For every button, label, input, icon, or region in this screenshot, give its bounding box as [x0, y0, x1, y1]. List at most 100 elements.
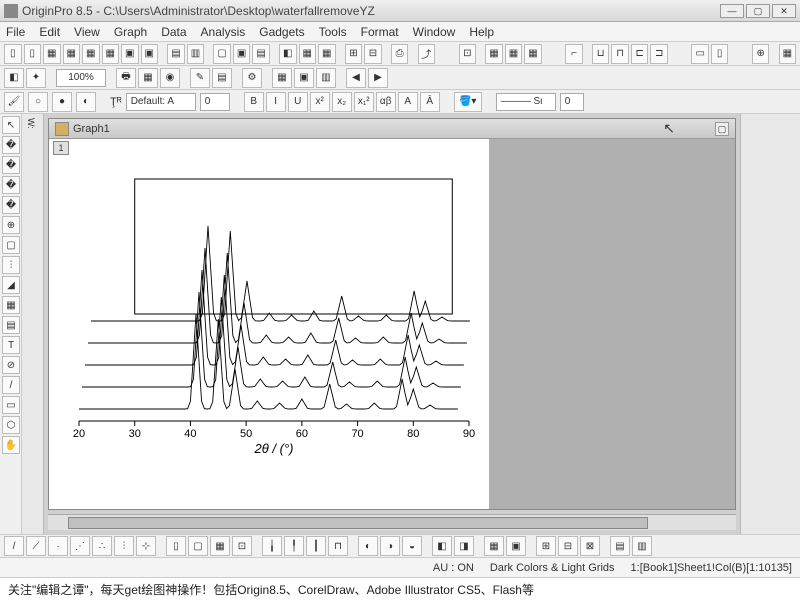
left-tool[interactable]: �: [2, 196, 20, 214]
left-tool[interactable]: ▢: [2, 236, 20, 254]
bottom-tool[interactable]: ╽: [262, 536, 282, 556]
tool-button[interactable]: ◀: [346, 68, 366, 88]
bottom-tool[interactable]: ▢: [188, 536, 208, 556]
tool-button[interactable]: ▣: [294, 68, 314, 88]
tool-button[interactable]: ▦: [63, 44, 81, 64]
line-style-combo[interactable]: ——— Sι: [496, 93, 556, 111]
tool-button[interactable]: ▯: [711, 44, 729, 64]
tool-button[interactable]: ▯: [4, 44, 22, 64]
tool-button[interactable]: ▥: [316, 68, 336, 88]
tool-button[interactable]: ▦: [505, 44, 523, 64]
tool-button[interactable]: ⊔: [592, 44, 610, 64]
bottom-tool[interactable]: ◐: [358, 536, 378, 556]
fill-button[interactable]: 🪣▾: [454, 92, 482, 112]
left-tool[interactable]: ↖: [2, 116, 20, 134]
menu-format[interactable]: Format: [361, 25, 399, 39]
bottom-tool[interactable]: ⋰: [70, 536, 90, 556]
bottom-tool[interactable]: ▯: [166, 536, 186, 556]
tool-button[interactable]: ◧: [279, 44, 297, 64]
left-tool[interactable]: ⫶: [2, 256, 20, 274]
tool-button[interactable]: ✦: [26, 68, 46, 88]
menu-data[interactable]: Data: [161, 25, 186, 39]
tool-button[interactable]: ✎: [190, 68, 210, 88]
tool-button[interactable]: ⚙: [242, 68, 262, 88]
tool-button[interactable]: ▦: [102, 44, 120, 64]
style-x₁²[interactable]: x₁²: [354, 92, 374, 112]
tool-button[interactable]: ▦: [138, 68, 158, 88]
bottom-tool[interactable]: ∴: [92, 536, 112, 556]
font-family-combo[interactable]: Default: A: [126, 93, 196, 111]
bottom-tool[interactable]: ⊹: [136, 536, 156, 556]
tool-button[interactable]: ▣: [121, 44, 139, 64]
tool-button[interactable]: ⌐: [565, 44, 583, 64]
left-tool[interactable]: �: [2, 136, 20, 154]
color-button[interactable]: 🖌: [4, 92, 24, 112]
bottom-tool[interactable]: ⫶: [114, 536, 134, 556]
left-tool[interactable]: ◢: [2, 276, 20, 294]
left-tool[interactable]: ▭: [2, 396, 20, 414]
horizontal-scrollbar[interactable]: [48, 514, 736, 530]
bottom-tool[interactable]: ◑: [380, 536, 400, 556]
tool-button[interactable]: ▦: [485, 44, 503, 64]
tool-button[interactable]: ⊐: [650, 44, 668, 64]
tool-button[interactable]: ▭: [691, 44, 709, 64]
minimize-button[interactable]: —: [720, 4, 744, 18]
tool-button[interactable]: ▦: [299, 44, 317, 64]
tool-button[interactable]: ▦: [779, 44, 797, 64]
bottom-tool[interactable]: ▦: [484, 536, 504, 556]
tool-button[interactable]: ▯: [24, 44, 42, 64]
tool-button[interactable]: ▦: [318, 44, 336, 64]
left-tool[interactable]: ✋: [2, 436, 20, 454]
left-tool[interactable]: T: [2, 336, 20, 354]
line-width-combo[interactable]: 0: [560, 93, 584, 111]
print-button[interactable]: 🖶: [116, 68, 136, 88]
tool-button[interactable]: ▤: [252, 44, 270, 64]
tool-button[interactable]: ▦: [272, 68, 292, 88]
bottom-tool[interactable]: ⊡: [232, 536, 252, 556]
menu-window[interactable]: Window: [413, 25, 456, 39]
tool-button[interactable]: ▶: [368, 68, 388, 88]
left-tool[interactable]: /: [2, 376, 20, 394]
tool-button[interactable]: ▣: [233, 44, 251, 64]
tool-button[interactable]: ⊟: [364, 44, 382, 64]
bottom-tool[interactable]: ▦: [210, 536, 230, 556]
left-tool[interactable]: ▤: [2, 316, 20, 334]
tool-button[interactable]: ◉: [160, 68, 180, 88]
tool-button[interactable]: ◐: [76, 92, 96, 112]
bottom-tool[interactable]: ◨: [454, 536, 474, 556]
tool-button[interactable]: ⊏: [631, 44, 649, 64]
tool-button[interactable]: ◧: [4, 68, 24, 88]
tool-button[interactable]: ⊞: [345, 44, 363, 64]
plot-area[interactable]: 1 20304050607080902θ / (°): [49, 139, 489, 509]
tool-button[interactable]: ▢: [213, 44, 231, 64]
style-u[interactable]: U: [288, 92, 308, 112]
left-tool[interactable]: �: [2, 156, 20, 174]
menu-view[interactable]: View: [74, 25, 100, 39]
tool-button[interactable]: ⎙: [391, 44, 409, 64]
tool-button[interactable]: ▦: [524, 44, 542, 64]
tool-button[interactable]: ▤: [167, 44, 185, 64]
menu-help[interactable]: Help: [469, 25, 494, 39]
bottom-tool[interactable]: ◧: [432, 536, 452, 556]
bottom-tool[interactable]: ┃: [306, 536, 326, 556]
left-tool[interactable]: �: [2, 176, 20, 194]
menu-file[interactable]: File: [6, 25, 25, 39]
bottom-tool[interactable]: ⊞: [536, 536, 556, 556]
bottom-tool[interactable]: ⊠: [580, 536, 600, 556]
bottom-tool[interactable]: ▣: [506, 536, 526, 556]
menu-graph[interactable]: Graph: [114, 25, 147, 39]
style-x₂[interactable]: x₂: [332, 92, 352, 112]
style-ā[interactable]: Ā: [420, 92, 440, 112]
menu-analysis[interactable]: Analysis: [201, 25, 246, 39]
menu-tools[interactable]: Tools: [319, 25, 347, 39]
graph-max-button[interactable]: ▢: [715, 122, 729, 136]
close-button[interactable]: ✕: [772, 4, 796, 18]
bottom-tool[interactable]: ⟋: [26, 536, 46, 556]
tool-button[interactable]: ○: [28, 92, 48, 112]
tool-button[interactable]: ⊕: [752, 44, 770, 64]
font-size-combo[interactable]: 0: [200, 93, 230, 111]
bottom-tool[interactable]: ∙: [48, 536, 68, 556]
left-tool[interactable]: ⊕: [2, 216, 20, 234]
tool-button[interactable]: ▤: [212, 68, 232, 88]
menu-edit[interactable]: Edit: [39, 25, 60, 39]
